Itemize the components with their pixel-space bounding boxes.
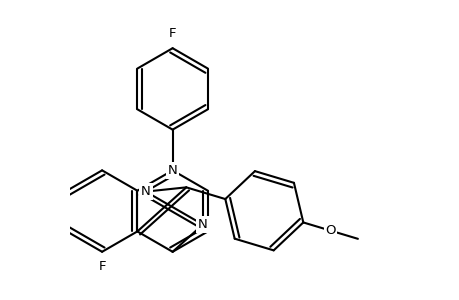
Text: N: N	[197, 218, 207, 231]
Text: O: O	[325, 224, 335, 237]
Text: F: F	[168, 28, 176, 40]
Text: N: N	[168, 164, 177, 177]
Text: F: F	[98, 260, 106, 272]
Text: N: N	[140, 185, 151, 198]
